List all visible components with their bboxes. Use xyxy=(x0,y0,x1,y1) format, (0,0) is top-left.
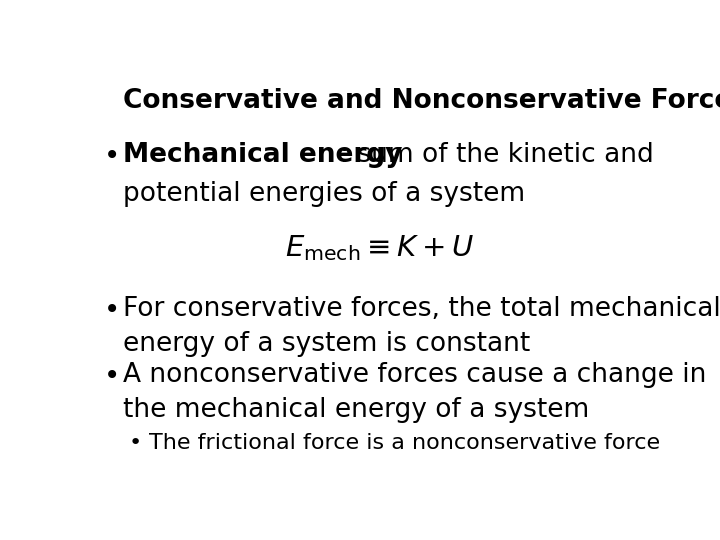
Text: : sum of the kinetic and: : sum of the kinetic and xyxy=(340,141,654,168)
Text: •: • xyxy=(129,433,143,453)
Text: •: • xyxy=(104,362,120,390)
Text: Conservative and Nonconservative Forces - 4: Conservative and Nonconservative Forces … xyxy=(124,87,720,113)
Text: potential energies of a system: potential energies of a system xyxy=(124,181,526,207)
Text: •: • xyxy=(104,141,120,170)
Text: $E_{\mathrm{mech}} \equiv K + U$: $E_{\mathrm{mech}} \equiv K + U$ xyxy=(285,233,474,263)
Text: A nonconservative forces cause a change in
the mechanical energy of a system: A nonconservative forces cause a change … xyxy=(124,362,707,423)
Text: Mechanical energy: Mechanical energy xyxy=(124,141,403,168)
Text: For conservative forces, the total mechanical
energy of a system is constant: For conservative forces, the total mecha… xyxy=(124,295,720,356)
Text: The frictional force is a nonconservative force: The frictional force is a nonconservativ… xyxy=(148,433,660,453)
Text: •: • xyxy=(104,295,120,323)
